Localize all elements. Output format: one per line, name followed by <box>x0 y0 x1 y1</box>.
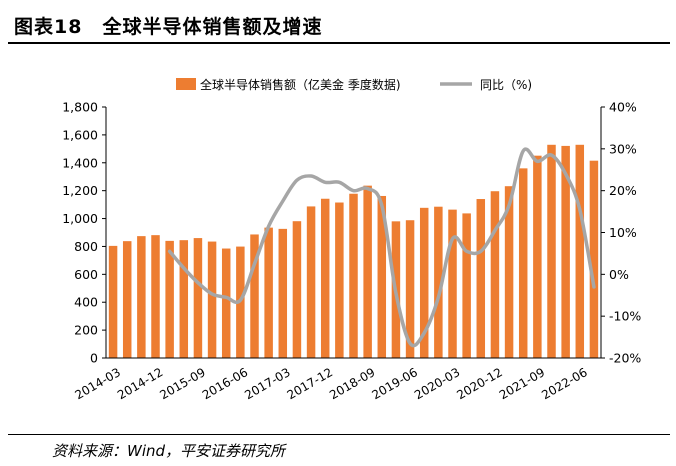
x-tick-label: 2019-06 <box>370 365 420 402</box>
sales-bar <box>193 238 203 358</box>
sales-bar <box>264 227 273 358</box>
right-tick-label: -20% <box>609 351 641 366</box>
sales-bar <box>476 199 486 358</box>
x-tick-label: 2021-09 <box>497 365 547 402</box>
left-tick-label: 600 <box>74 267 98 282</box>
sales-bar <box>377 195 387 358</box>
sales-bar <box>335 202 344 358</box>
right-tick-label: 10% <box>609 225 637 240</box>
x-tick-label: 2015-09 <box>157 365 207 402</box>
figure-title: 图表18 全球半导体销售额及增速 <box>8 4 670 42</box>
sales-bar <box>207 241 217 358</box>
sales-bar <box>151 235 160 358</box>
sales-bar <box>561 145 570 358</box>
legend-line-label: 同比（%) <box>480 78 532 92</box>
x-tick-label: 2018-09 <box>327 365 377 402</box>
x-tick-label: 2014-03 <box>73 365 123 402</box>
sales-bar <box>405 220 415 358</box>
sales-bar <box>250 234 259 358</box>
sales-bar <box>122 241 132 358</box>
x-tick-label: 2020-12 <box>454 365 504 402</box>
right-tick-label: 40% <box>609 100 637 115</box>
left-tick-label: 400 <box>74 295 98 310</box>
right-tick-label: 30% <box>609 141 637 156</box>
sales-bar <box>448 209 457 358</box>
left-tick-label: 1,000 <box>62 211 98 226</box>
source-rule <box>8 434 670 435</box>
left-tick-label: 0 <box>90 351 98 366</box>
sales-bar <box>221 248 231 358</box>
x-tick-label: 2020-03 <box>412 365 462 402</box>
sales-bar <box>179 240 189 358</box>
sales-bar <box>419 207 429 358</box>
sales-bar <box>320 198 330 358</box>
sales-bar <box>504 186 514 358</box>
left-tick-label: 1,400 <box>62 155 98 170</box>
yoy-line <box>167 147 596 348</box>
sales-bar <box>589 160 599 358</box>
x-tick-label: 2017-12 <box>285 365 335 402</box>
sales-bar <box>533 155 542 358</box>
left-tick-label: 800 <box>74 239 98 254</box>
sales-bar <box>292 221 302 358</box>
legend-bar-label: 全球半导体销售额（亿美金 季度数据) <box>200 77 401 92</box>
x-tick-label: 2022-06 <box>539 365 589 402</box>
left-tick-label: 1,800 <box>62 100 98 115</box>
right-tick-label: -10% <box>609 309 641 324</box>
sales-bar <box>547 144 556 358</box>
sales-bar <box>462 213 471 358</box>
sales-bar <box>363 185 372 358</box>
figure-title-text: 图表18 全球半导体销售额及增速 <box>14 16 323 38</box>
source-note: 资料来源：Wind，平安证券研究所 <box>52 442 286 460</box>
sales-bar <box>490 191 500 358</box>
sales-bar <box>575 144 585 358</box>
left-tick-label: 200 <box>74 323 98 338</box>
sales-bar <box>306 206 316 358</box>
sales-bar <box>518 168 528 358</box>
sales-bar <box>349 193 358 358</box>
sales-bar <box>278 228 288 358</box>
right-tick-label: 20% <box>609 183 637 198</box>
sales-bar <box>434 206 443 358</box>
left-tick-label: 1,200 <box>62 183 98 198</box>
x-tick-label: 2017-03 <box>242 365 292 402</box>
x-tick-label: 2016-06 <box>200 365 250 402</box>
sales-bar <box>137 236 146 358</box>
left-tick-label: 1,600 <box>62 127 98 142</box>
x-tick-label: 2014-12 <box>115 365 165 402</box>
sales-bar <box>108 245 118 358</box>
sales-bar <box>165 240 174 358</box>
legend-bar-swatch <box>176 78 196 90</box>
title-rule <box>8 42 670 44</box>
right-tick-label: 0% <box>609 267 629 282</box>
